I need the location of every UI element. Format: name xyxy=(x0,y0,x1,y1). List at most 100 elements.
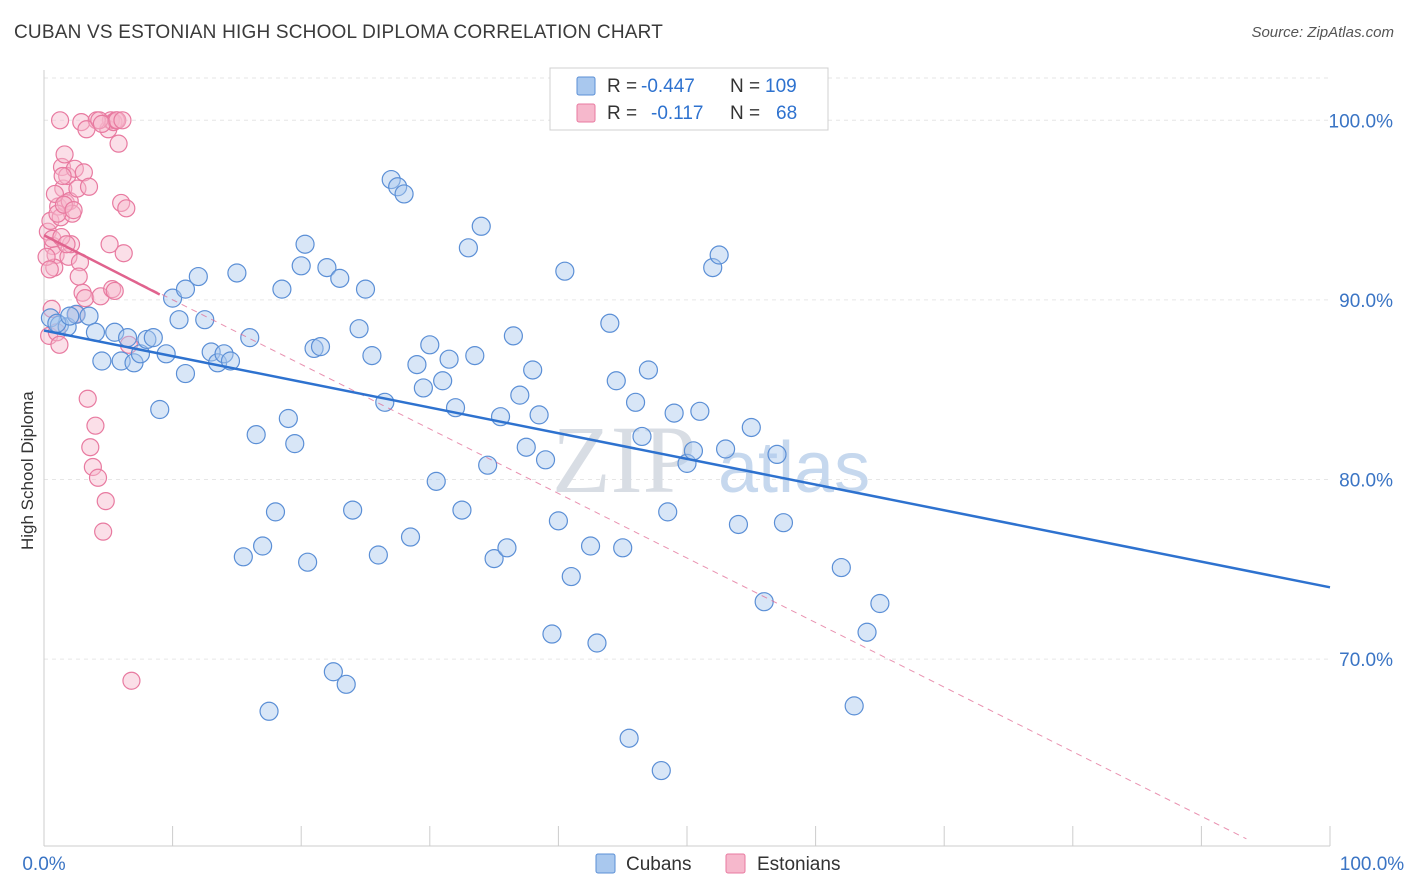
cubans-point xyxy=(298,552,318,572)
cubans-point xyxy=(175,279,196,299)
cubans-point xyxy=(310,337,331,357)
estonians-points xyxy=(37,111,141,690)
watermark-zip: ZIP xyxy=(552,406,696,513)
bottom-legend-label-cubans: Cubans xyxy=(626,854,692,875)
cubans-point xyxy=(92,351,112,371)
estonians-point xyxy=(86,416,105,435)
estonians-point xyxy=(83,457,102,477)
cubans-point xyxy=(452,500,472,520)
estonians-point xyxy=(96,492,115,511)
cubans-point xyxy=(253,536,273,556)
estonians-point xyxy=(76,289,95,308)
estonians-point xyxy=(109,134,128,153)
cubans-point xyxy=(150,399,170,420)
y-axis-label: High School Diploma xyxy=(18,391,37,550)
estonians-point xyxy=(55,145,74,164)
cubans-point xyxy=(420,335,440,355)
cubans-point xyxy=(240,328,260,348)
cubans-point xyxy=(349,319,369,339)
cubans-point xyxy=(587,633,607,653)
watermark: ZIP atlas xyxy=(552,406,870,513)
estonians-point xyxy=(74,163,93,182)
cubans-point xyxy=(400,527,421,547)
cubans-point xyxy=(60,306,80,326)
cubans-point xyxy=(484,548,504,569)
cubans-point xyxy=(638,360,659,380)
cubans-point xyxy=(169,310,189,330)
cubans-point xyxy=(503,326,523,346)
chart-title: CUBAN VS ESTONIAN HIGH SCHOOL DIPLOMA CO… xyxy=(14,22,664,43)
cubans-point xyxy=(516,437,536,457)
cubans-point xyxy=(523,360,543,380)
cubans-point xyxy=(265,502,286,522)
cubans-point xyxy=(510,385,530,405)
bottom-legend-swatch-estonians xyxy=(725,853,746,874)
estonians-point xyxy=(54,195,74,214)
cubans-point xyxy=(613,538,633,558)
cubans-point xyxy=(137,329,157,350)
cubans-point xyxy=(580,536,601,556)
cubans-point xyxy=(690,401,710,421)
cubans-point xyxy=(272,279,292,299)
cubans-point xyxy=(381,169,401,190)
cubans-point xyxy=(870,593,890,614)
estonians-point xyxy=(41,211,60,230)
estonians-trend-line xyxy=(43,234,161,296)
cubans-point xyxy=(426,471,446,491)
cubans-trend-line xyxy=(43,329,1331,589)
cubans-point xyxy=(664,403,684,423)
cubans-point xyxy=(117,328,138,348)
estonians-point xyxy=(79,177,99,196)
cubans-point xyxy=(79,306,99,326)
trend-lines xyxy=(43,234,1331,840)
y-tick-labels: 70.0% 80.0% 90.0% 100.0% xyxy=(1329,111,1394,671)
bottom-legend-swatch-cubans xyxy=(595,853,616,874)
legend-r-value: -0.447 xyxy=(641,76,695,97)
source-label: Source: ZipAtlas.com xyxy=(1251,24,1394,41)
cubans-point xyxy=(741,417,761,438)
cubans-point xyxy=(259,701,279,721)
cubans-point xyxy=(465,346,485,366)
cubans-point xyxy=(295,234,315,254)
correlation-legend: R = -0.447 N = 109 R = -0.117 N = 68 xyxy=(549,67,829,131)
cubans-point xyxy=(625,392,646,412)
cubans-point xyxy=(304,338,324,359)
bottom-legend-label-estonians: Estonians xyxy=(757,854,840,875)
legend-n-value: 68 xyxy=(776,103,797,124)
cubans-point xyxy=(651,760,671,781)
y-tick-label: 100.0% xyxy=(1329,111,1394,132)
cubans-point xyxy=(278,408,298,429)
estonians-point xyxy=(40,260,59,279)
cubans-point xyxy=(413,378,433,398)
cubans-point xyxy=(606,371,626,391)
cubans-point xyxy=(323,662,343,682)
cubans-point xyxy=(773,513,794,533)
x-tick-label: 0.0% xyxy=(22,854,65,875)
cubans-point xyxy=(844,696,864,716)
cubans-point xyxy=(857,622,877,642)
estonians-point xyxy=(64,201,83,220)
estonians-point xyxy=(53,166,72,186)
cubans-point xyxy=(188,266,208,287)
estonians-point xyxy=(68,179,87,198)
cubans-point xyxy=(619,728,639,748)
cubans-point xyxy=(175,363,196,384)
cubans-point xyxy=(285,434,305,454)
estonians-point xyxy=(94,522,113,541)
legend-n-label: N = xyxy=(730,76,760,97)
series-legend: Cubans Estonians xyxy=(595,853,840,875)
legend-n-value: 109 xyxy=(765,76,797,97)
y-tick-label: 80.0% xyxy=(1339,471,1393,492)
cubans-point xyxy=(246,425,266,445)
estonians-point xyxy=(92,114,111,133)
estonians-trend-extension xyxy=(43,234,1247,840)
x-tick-labels: 0.0% 100.0% xyxy=(22,854,1404,875)
cubans-point xyxy=(388,177,408,197)
legend-r-value: -0.117 xyxy=(651,103,703,124)
estonians-point xyxy=(113,111,132,130)
estonians-point xyxy=(103,280,122,299)
cubans-point xyxy=(471,216,491,236)
estonians-point xyxy=(122,671,141,690)
cubans-point xyxy=(683,441,704,461)
